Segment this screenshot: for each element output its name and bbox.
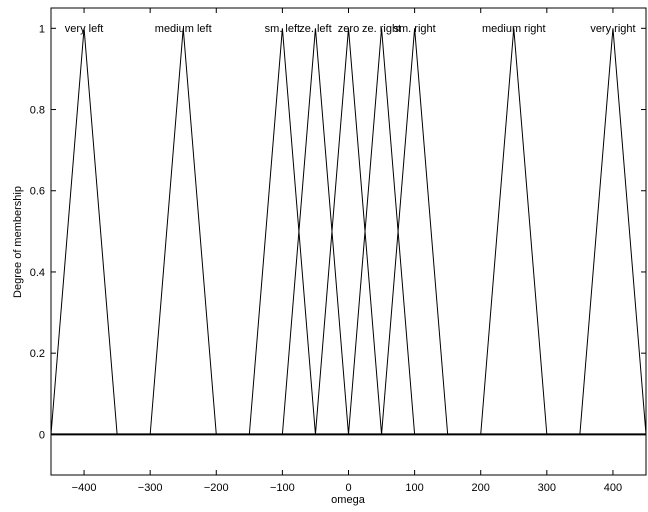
series-label: very left [65, 23, 104, 35]
x-axis-ticks: −400 −300 −200 −100 0 100 200 300 400 [72, 8, 622, 494]
x-axis-label: omega [331, 494, 366, 506]
series-line [50, 28, 118, 435]
plot-area [50, 7, 647, 476]
x-tick-label: 100 [405, 482, 423, 494]
series-line [348, 28, 416, 435]
series-line [314, 28, 383, 435]
series-label: medium left [155, 23, 212, 35]
series-label: sm. left [265, 23, 300, 35]
y-tick-label: 0.6 [30, 186, 45, 198]
x-tick-label: −100 [270, 482, 295, 494]
y-tick-label: 0 [39, 429, 45, 441]
y-tick-label: 1 [39, 23, 45, 35]
series-labels: very left medium left sm. left ze. left zero… [65, 23, 636, 35]
series-label: sm. right [394, 23, 436, 35]
x-tick-label: −300 [138, 482, 163, 494]
series-line [579, 28, 647, 435]
x-tick-label: 200 [472, 482, 490, 494]
series-line [381, 28, 449, 435]
y-tick-label: 0.4 [30, 267, 45, 279]
x-tick-label: 0 [345, 482, 351, 494]
series-line [281, 28, 349, 435]
x-tick-label: 400 [604, 482, 622, 494]
series-label: ze. left [299, 23, 331, 35]
y-tick-label: 0.8 [30, 105, 45, 117]
series-label: medium right [482, 23, 546, 35]
series-lines [50, 28, 647, 436]
series-line [480, 28, 548, 435]
x-tick-label: −400 [72, 482, 97, 494]
x-tick-label: 300 [538, 482, 556, 494]
series-label: ze. right [362, 23, 401, 35]
y-tick-label: 0.2 [30, 348, 45, 360]
series-line [248, 28, 316, 435]
series-line [149, 28, 217, 435]
x-tick-label: −200 [204, 482, 229, 494]
y-axis-label: Degree of membership [12, 186, 24, 298]
series-label: very right [590, 23, 635, 35]
series-label: zero [338, 23, 359, 35]
y-axis-ticks: 0 0.2 0.4 0.6 0.8 1 [30, 23, 646, 441]
